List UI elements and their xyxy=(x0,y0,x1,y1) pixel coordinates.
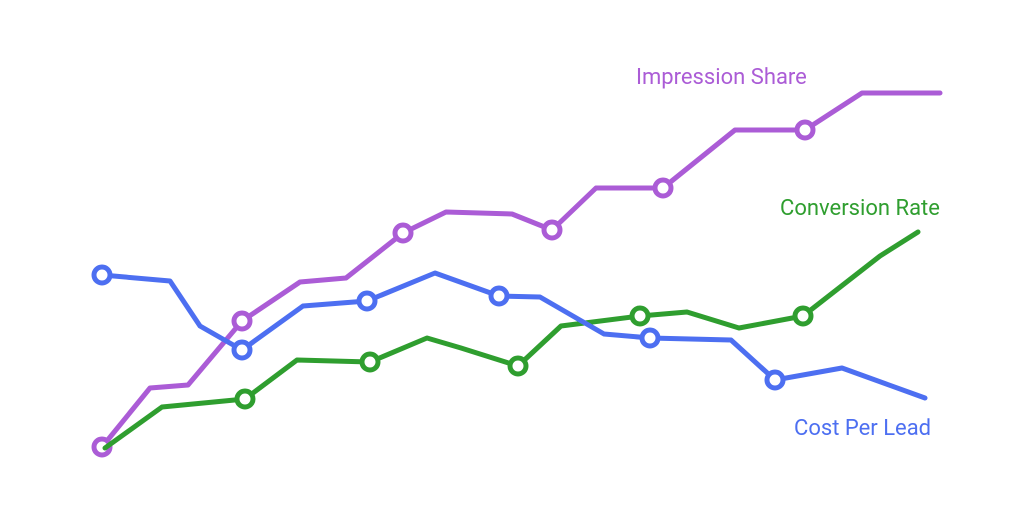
cost-per-lead-marker xyxy=(359,293,375,309)
conversion-rate-marker xyxy=(510,358,526,374)
cost-per-lead-marker xyxy=(491,288,507,304)
impression-share-marker xyxy=(234,313,250,329)
conversion-rate-marker xyxy=(795,308,811,324)
impression-share-marker xyxy=(544,222,560,238)
cost-per-lead-marker xyxy=(642,330,658,346)
metrics-line-chart: Impression Share Conversion Rate Cost Per … xyxy=(0,0,1024,512)
impression-share-marker xyxy=(797,122,813,138)
cost-per-lead-label: Cost Per Lead xyxy=(794,416,931,441)
conversion-rate-label: Conversion Rate xyxy=(780,196,940,221)
conversion-rate-marker xyxy=(237,391,253,407)
impression-share-line xyxy=(102,93,940,447)
cost-per-lead-line xyxy=(102,273,925,398)
impression-share-marker xyxy=(655,180,671,196)
impression-share-label: Impression Share xyxy=(636,65,807,90)
conversion-rate-marker xyxy=(362,354,378,370)
conversion-rate-marker xyxy=(632,308,648,324)
cost-per-lead-marker xyxy=(767,372,783,388)
impression-share-marker xyxy=(395,225,411,241)
cost-per-lead-marker xyxy=(234,342,250,358)
cost-per-lead-marker xyxy=(94,267,110,283)
